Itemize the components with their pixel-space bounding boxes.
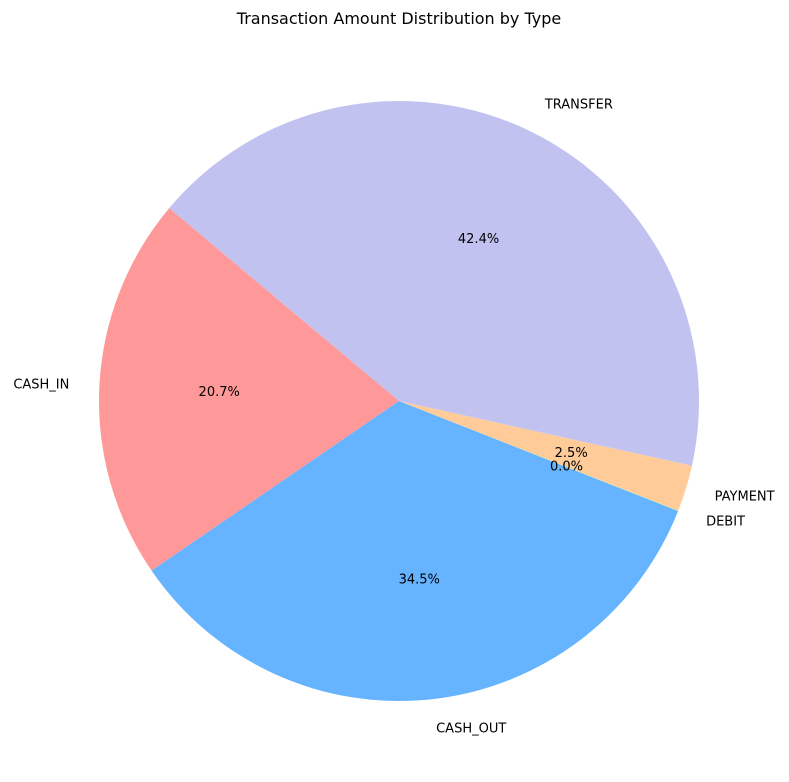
slice-label-payment: PAYMENT bbox=[715, 490, 775, 505]
pie-slices bbox=[98, 101, 700, 701]
pct-label-cash-in: 20.7% bbox=[199, 385, 240, 400]
slice-label-cash-out: CASH_OUT bbox=[436, 721, 506, 736]
pie-slice-payment bbox=[399, 401, 692, 511]
slice-label-debit: DEBIT bbox=[706, 514, 745, 529]
pct-label-transfer: 42.4% bbox=[458, 232, 499, 247]
slice-label-transfer: TRANSFER bbox=[544, 97, 613, 112]
pie-slice-cash-out bbox=[151, 401, 679, 701]
pie-labels: CASH_IN 20.7% CASH_OUT 34.5% DEBIT 0.0% PAYMEN… bbox=[13, 97, 774, 736]
chart-title: Transaction Amount Distribution by Type bbox=[236, 9, 561, 28]
pie-slice-debit bbox=[399, 401, 679, 512]
pie-slice-transfer bbox=[169, 101, 700, 466]
pct-label-cash-out: 34.5% bbox=[399, 572, 440, 587]
pie-slice-cash-in bbox=[98, 208, 399, 571]
slice-label-cash-in: CASH_IN bbox=[13, 377, 69, 392]
pct-label-payment: 2.5% bbox=[555, 446, 588, 461]
pct-label-debit: 0.0% bbox=[550, 459, 583, 474]
